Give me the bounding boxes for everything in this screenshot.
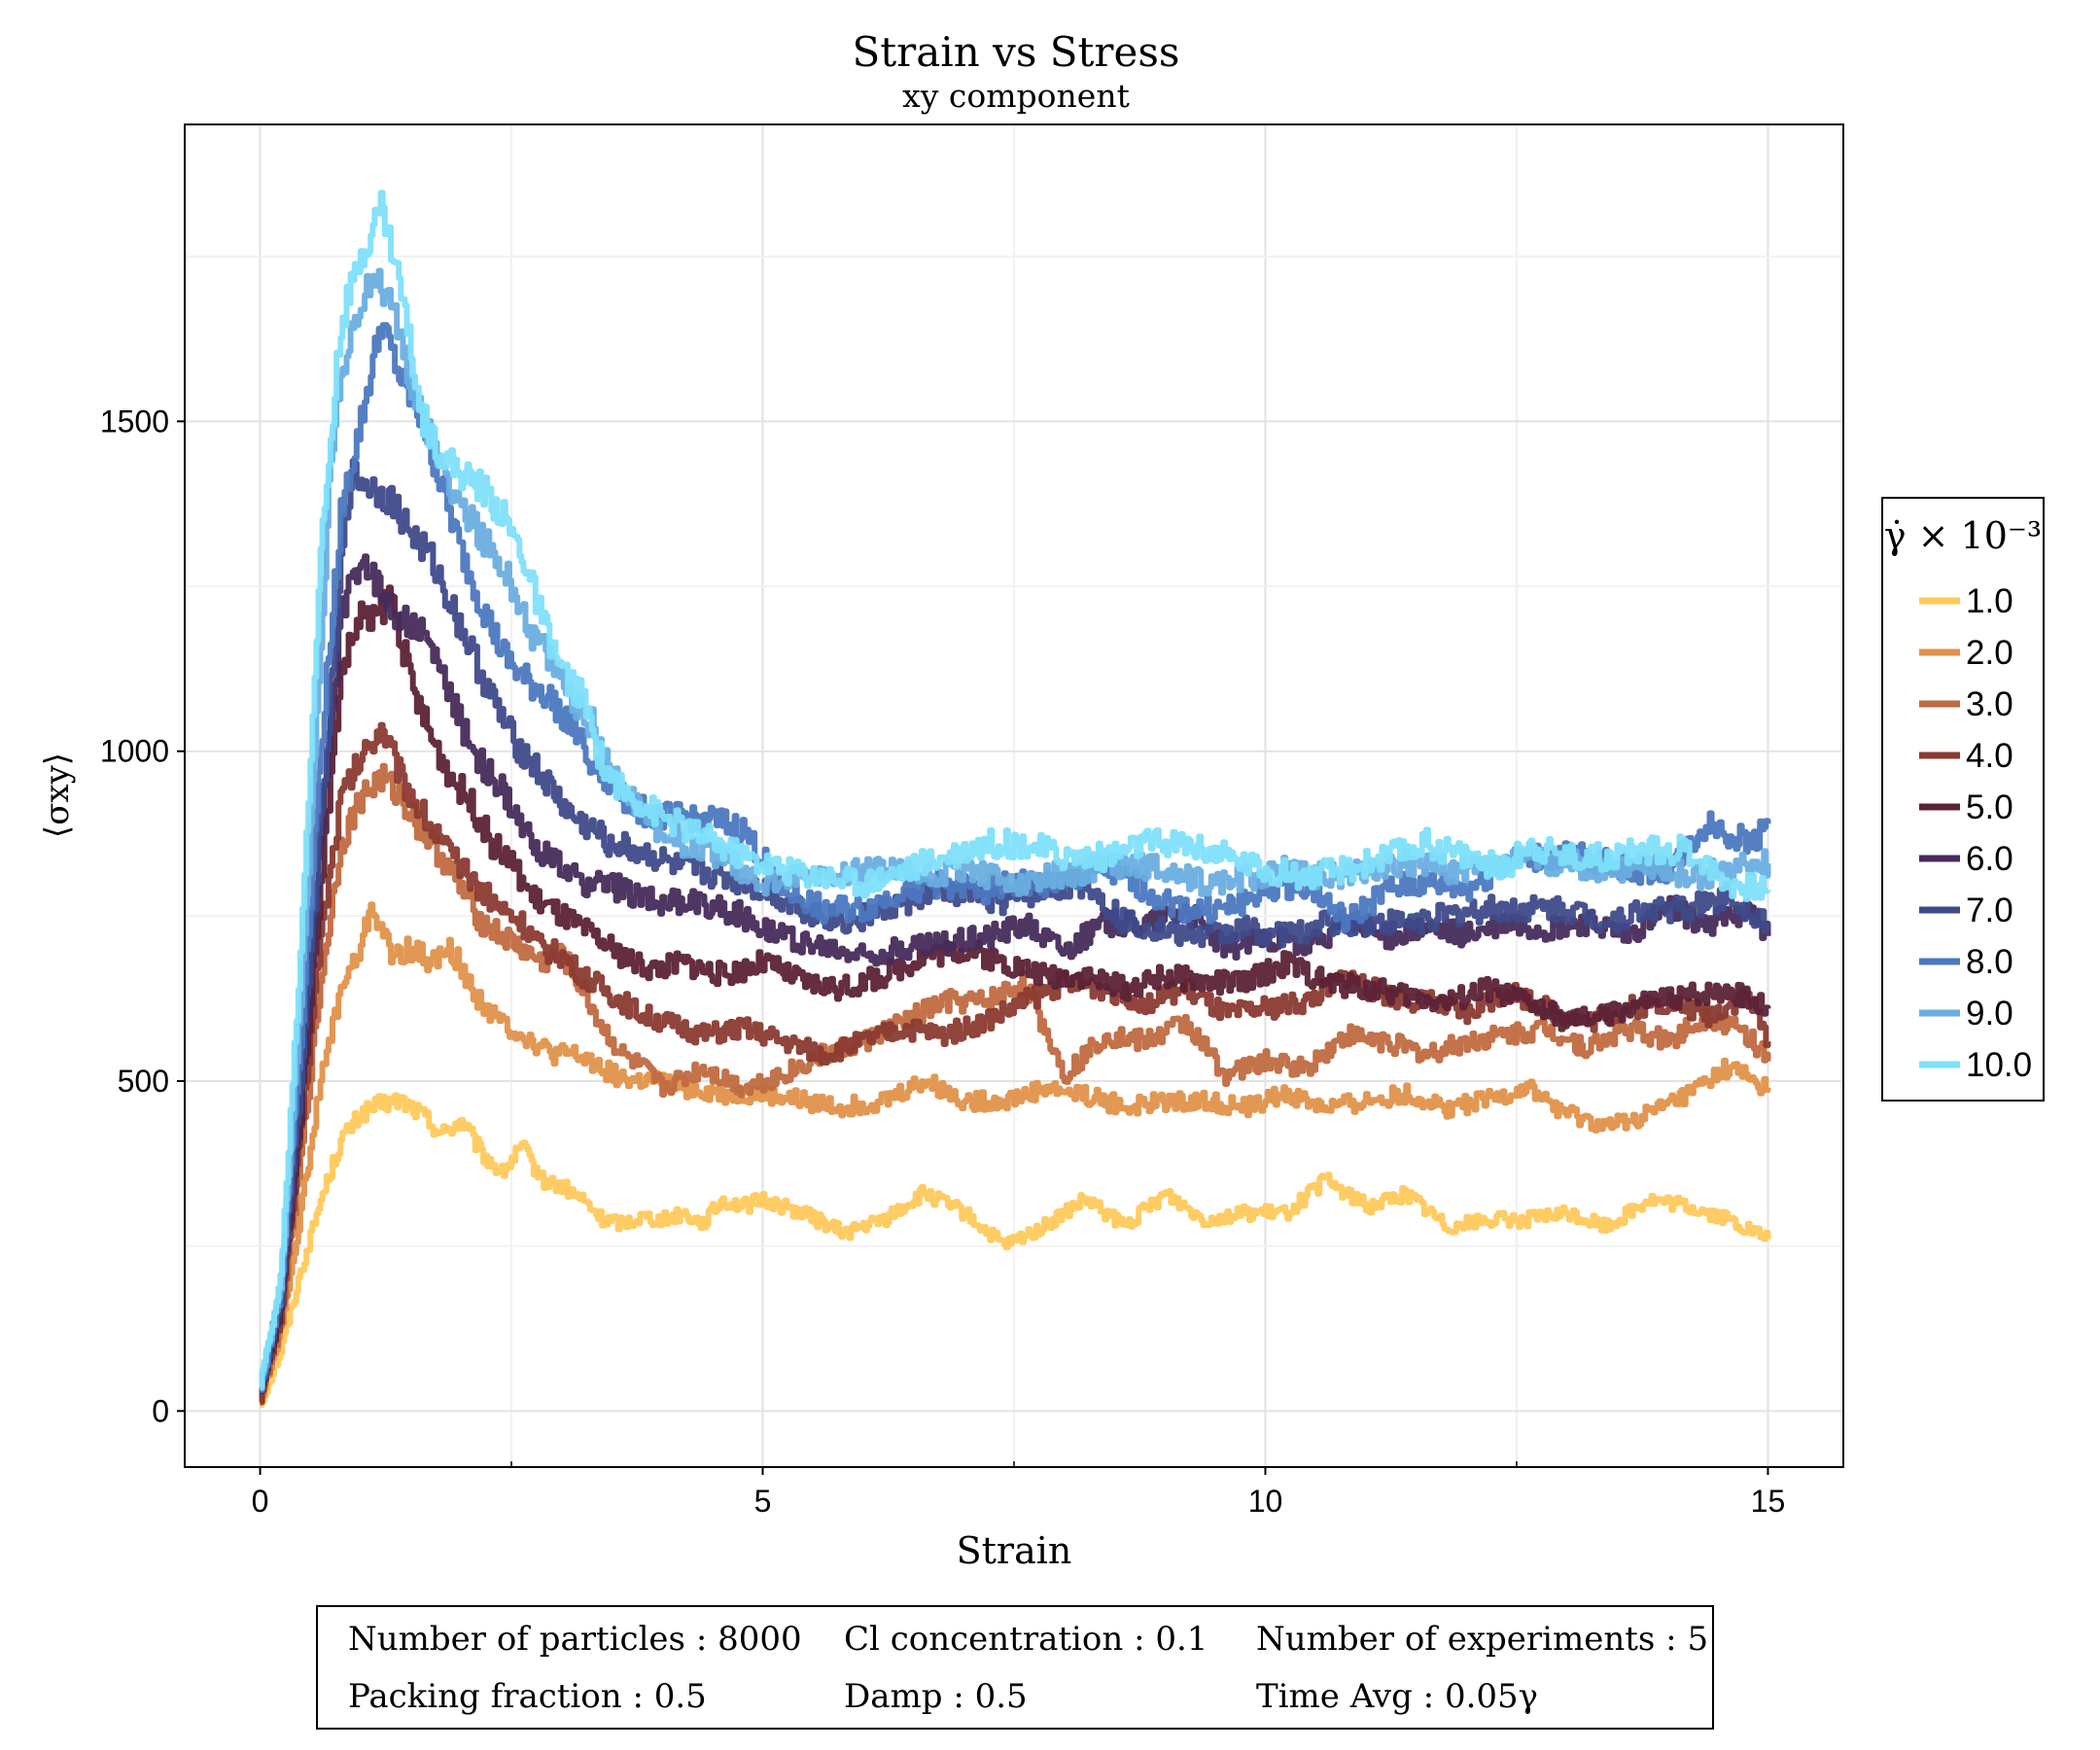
- series-line-10-0: [259, 190, 1771, 1390]
- legend-label: 4.0: [1966, 737, 2013, 775]
- info-experiments: Number of experiments : 5: [1256, 1620, 1708, 1659]
- legend-label: 5.0: [1966, 788, 2013, 826]
- y-tick-label: 1000: [100, 734, 169, 769]
- y-tick-label: 500: [118, 1064, 169, 1099]
- axis-ticks: 0 5 10 15 0 500 1000 1500: [100, 403, 1785, 1519]
- legend-title: γ̇ × 10⁻³: [1884, 514, 2042, 557]
- legend-label: 6.0: [1966, 840, 2013, 878]
- legend-label: 7.0: [1966, 892, 2013, 929]
- info-box-frame: [316, 1605, 1714, 1730]
- legend-label: 8.0: [1966, 943, 2013, 981]
- x-tick-label: 10: [1248, 1484, 1283, 1519]
- legend: γ̇ × 10⁻³ 1.0 2.0 3.0 4.0 5.0 6.0 7.0 8.0 9.0 10.…: [1881, 497, 2045, 1102]
- series-line-2-0: [259, 901, 1771, 1406]
- chart-title: Strain vs Stress: [853, 28, 1180, 76]
- info-damp: Damp : 0.5: [844, 1677, 1028, 1716]
- x-axis-label: Strain: [957, 1529, 1072, 1572]
- series-line-5-0: [259, 584, 1771, 1394]
- x-tick-label: 0: [252, 1484, 269, 1519]
- chart-subtitle: xy component: [902, 77, 1130, 115]
- y-axis-label: ⟨σxy⟩: [38, 752, 77, 838]
- legend-box: [1881, 497, 2045, 1102]
- legend-label: 3.0: [1966, 685, 2013, 723]
- info-packing-fraction: Packing fraction : 0.5: [348, 1677, 707, 1716]
- y-tick-label: 1500: [100, 403, 169, 438]
- info-time-avg: Time Avg : 0.05γ: [1256, 1677, 1538, 1716]
- x-tick-label: 15: [1751, 1484, 1786, 1519]
- info-box: Number of particles : 8000 Cl concentrat…: [316, 1605, 1714, 1730]
- series-line-3-0: [259, 762, 1771, 1406]
- legend-label: 9.0: [1966, 995, 2013, 1032]
- info-cl-concentration: Cl concentration : 0.1: [844, 1620, 1208, 1659]
- y-tick-label: 0: [152, 1393, 169, 1428]
- info-particles: Number of particles : 8000: [348, 1620, 802, 1659]
- legend-label: 1.0: [1966, 582, 2013, 620]
- legend-label: 10.0: [1966, 1046, 2032, 1084]
- grid-lines: [185, 124, 1843, 1467]
- series-line-1-0: [259, 1092, 1771, 1409]
- legend-label: 2.0: [1966, 634, 2013, 672]
- x-tick-label: 5: [754, 1484, 772, 1519]
- series-lines: [259, 190, 1771, 1409]
